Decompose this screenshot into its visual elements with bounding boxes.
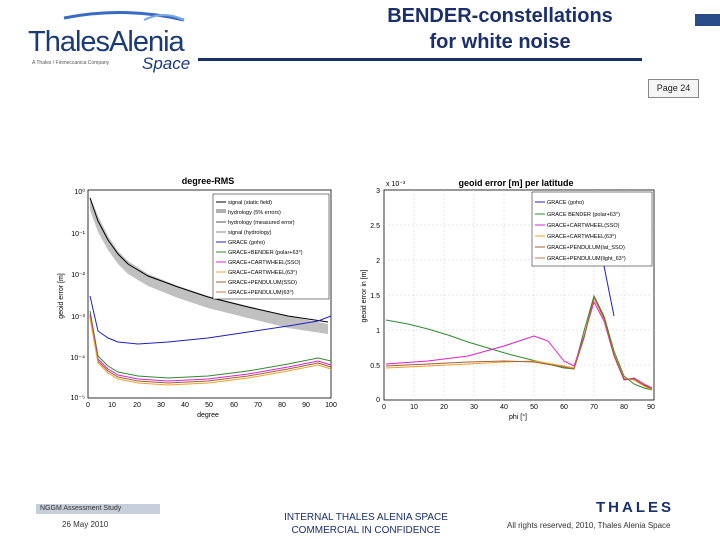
thales-logo: THALES xyxy=(596,499,674,516)
copyright-text: All rights reserved, 2010, Thales Alenia… xyxy=(507,521,671,530)
legend-entry: GRACE+PENDULUM(SSO) xyxy=(228,280,297,286)
logo-space-text: Space xyxy=(142,54,191,73)
left-xtick: 90 xyxy=(302,402,310,409)
corner-tab xyxy=(695,14,720,26)
right-legend xyxy=(531,191,653,267)
left-xtick: 30 xyxy=(157,402,165,409)
legend-entry: signal (static field) xyxy=(228,200,272,206)
right-xticks: 0 10 20 30 40 50 60 70 80 90 xyxy=(382,404,655,411)
legend-entry: GRACE+CARTWHEEL(SSO) xyxy=(547,223,620,229)
right-xtick: 10 xyxy=(410,404,418,411)
right-xlabel: phi [°] xyxy=(509,413,527,421)
left-ytick: 10⁻⁴ xyxy=(71,355,86,362)
cartwheel-63-line xyxy=(89,317,332,386)
left-ytick: 10⁻¹ xyxy=(71,231,85,238)
confidentiality-notice: INTERNAL THALES ALENIA SPACE COMMERCIAL … xyxy=(250,511,482,537)
logo-text: ThalesAlenia xyxy=(28,26,185,58)
left-ytick: 10⁻⁵ xyxy=(71,395,85,402)
confidential-line-1: INTERNAL THALES ALENIA SPACE xyxy=(284,512,448,523)
right-ytick: 1.5 xyxy=(370,293,380,300)
left-xtick: 10 xyxy=(108,402,116,409)
right-xtick: 30 xyxy=(470,404,478,411)
left-ylabel: geoid error [m] xyxy=(58,273,65,319)
legend-entry: GRACE+PENDULUM(light_63°) xyxy=(547,256,626,262)
right-xtick: 80 xyxy=(620,404,628,411)
left-xtick: 100 xyxy=(325,402,337,409)
grace-line xyxy=(89,295,332,345)
right-ytick: 2 xyxy=(376,258,380,265)
figure-panel: degree-RMS 10⁰ 10⁻¹ 10⁻² 10⁻³ 10⁻⁴ 10⁻⁵ … xyxy=(58,176,655,421)
left-xtick: 50 xyxy=(205,402,213,409)
left-xtick: 0 xyxy=(86,402,90,409)
title-line-2: for white noise xyxy=(429,31,571,53)
logo-swoosh-icon xyxy=(63,11,185,22)
right-xtick: 60 xyxy=(560,404,568,411)
left-xtick: 70 xyxy=(254,402,262,409)
confidential-line-2: COMMERCIAL IN CONFIDENCE xyxy=(291,525,441,536)
left-chart: degree-RMS 10⁰ 10⁻¹ 10⁻² 10⁻³ 10⁻⁴ 10⁻⁵ … xyxy=(58,176,337,419)
right-xtick: 90 xyxy=(647,404,655,411)
left-legend-entries: signal (static field) hydrology (5% erro… xyxy=(216,200,303,296)
pendulum-line xyxy=(89,315,332,384)
left-ytick: 10⁰ xyxy=(74,188,85,196)
legend-entry: hydrology (5% errors) xyxy=(228,210,281,216)
hydrology-band xyxy=(90,196,328,334)
right-xtick: 70 xyxy=(590,404,598,411)
pendulum-curve xyxy=(385,295,653,390)
title-line-1: BENDER-constellations xyxy=(387,5,613,27)
left-xtick: 80 xyxy=(278,402,286,409)
legend-entry: GRACE (goho) xyxy=(547,200,584,206)
left-xtick: 20 xyxy=(133,402,141,409)
left-xtick: 40 xyxy=(181,402,189,409)
right-xtick: 20 xyxy=(440,404,448,411)
left-chart-title: degree-RMS xyxy=(182,176,235,186)
right-ytick: 0 xyxy=(376,397,380,404)
right-xtick: 0 xyxy=(382,404,386,411)
right-chart: geoid error [m] per latitude x 10⁻³ 3 2.… xyxy=(361,178,655,421)
right-yticks: 3 2.5 2 1.5 1 0.5 0 xyxy=(370,188,380,404)
right-exponent: x 10⁻³ xyxy=(386,181,406,188)
thales-alenia-logo: ThalesAlenia A Thales / Finmeccanica Com… xyxy=(24,8,194,78)
bender-curve xyxy=(385,294,653,391)
left-legend xyxy=(212,193,330,300)
left-xticks: 0 10 20 30 40 50 60 70 80 90 100 xyxy=(86,402,337,409)
right-ytick: 1 xyxy=(376,328,380,335)
right-ylabel: geoid error in [m] xyxy=(361,269,368,322)
legend-entry: GRACE (goho) xyxy=(228,240,265,246)
title-underline xyxy=(198,58,642,61)
right-ytick: 0.5 xyxy=(370,363,380,370)
logo-subtitle: A Thales / Finmeccanica Company xyxy=(32,60,110,66)
slide-title: BENDER-constellations for white noise xyxy=(300,3,700,55)
right-ytick: 3 xyxy=(376,188,380,195)
legend-entry: GRACE+CARTWHEEL(63°) xyxy=(228,270,297,276)
right-ytick: 2.5 xyxy=(370,223,380,230)
legend-entry: GRACE BENDER (polar+63°) xyxy=(547,212,620,218)
legend-entry: hydrology (measured error) xyxy=(228,220,295,226)
cartwheel-sso-line xyxy=(89,313,332,382)
legend-entry: GRACE+CARTWHEEL(63°) xyxy=(547,234,616,240)
left-ytick: 10⁻³ xyxy=(71,314,85,321)
footer-date: 26 May 2010 xyxy=(62,520,109,529)
left-yticks: 10⁰ 10⁻¹ 10⁻² 10⁻³ 10⁻⁴ 10⁻⁵ xyxy=(71,188,86,402)
left-xtick: 60 xyxy=(230,402,238,409)
legend-entry: signal (hydrology) xyxy=(228,230,272,236)
right-legend-entries: GRACE (goho) GRACE BENDER (polar+63°) GR… xyxy=(535,200,626,262)
left-ytick: 10⁻² xyxy=(71,272,85,279)
page-number: Page 24 xyxy=(648,79,699,98)
right-xtick: 50 xyxy=(530,404,538,411)
legend-entry: GRACE+BENDER (polar+63°) xyxy=(228,250,303,256)
right-xtick: 40 xyxy=(500,404,508,411)
right-chart-title: geoid error [m] per latitude xyxy=(458,178,573,188)
legend-entry: GRACE+PENDULUM(lat_SSO) xyxy=(547,245,625,251)
legend-entry: GRACE+CARTWHEEL(SSO) xyxy=(228,260,301,266)
bender-line xyxy=(89,310,332,379)
legend-entry: GRACE+PENDULUM(63°) xyxy=(228,290,294,296)
study-label: NGGM Assessment Study xyxy=(36,504,160,514)
left-xlabel: degree xyxy=(197,412,219,419)
signal-static-line xyxy=(89,197,329,323)
